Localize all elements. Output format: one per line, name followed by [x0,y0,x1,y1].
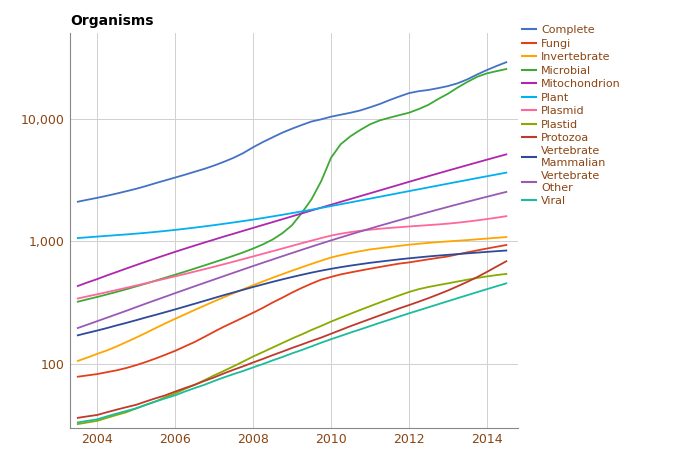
Text: Organisms: Organisms [70,14,153,28]
Legend: Complete, Fungi, Invertebrate, Microbial, Mitochondrion, Plant, Plasmid, Plastid: Complete, Fungi, Invertebrate, Microbial… [522,25,621,206]
